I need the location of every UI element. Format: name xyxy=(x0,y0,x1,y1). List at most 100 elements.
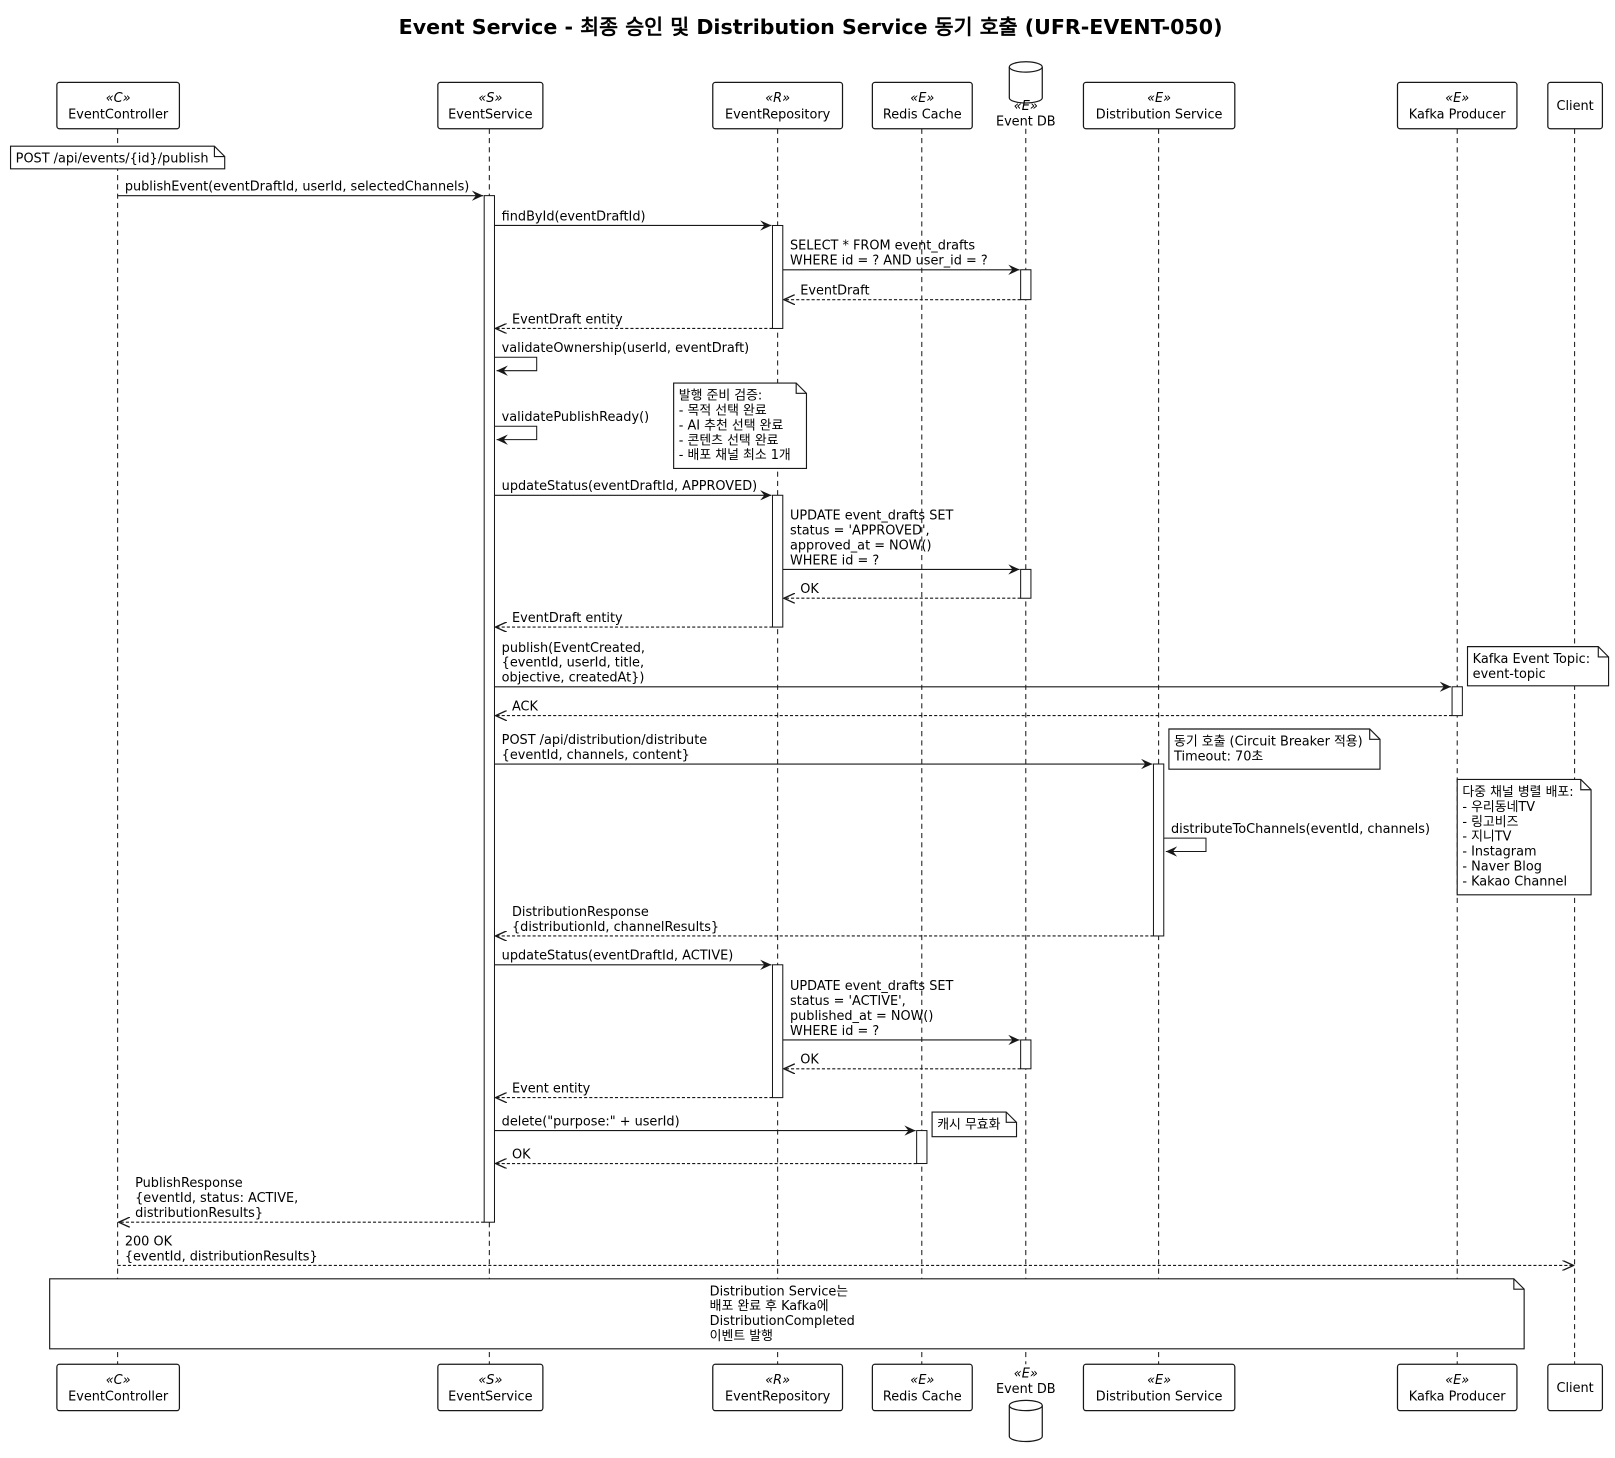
note-text: DistributionCompleted xyxy=(710,1314,855,1329)
participant-eventservice-bottom: «S»EventService xyxy=(437,1363,544,1412)
note-box xyxy=(931,1111,1018,1138)
activation-bar xyxy=(1152,763,1165,937)
message-11: EventDraft entity xyxy=(496,611,773,627)
note-text: Kafka Event Topic: xyxy=(1473,652,1590,667)
database-icon xyxy=(1008,1405,1043,1443)
note-text: 발행 준비 검증: xyxy=(679,388,763,404)
note-text: Distribution Service는 xyxy=(710,1284,849,1299)
note-text: - 목적 선택 완료 xyxy=(679,403,767,418)
message-10: OK xyxy=(784,582,1021,598)
participant-stereotype: «E» xyxy=(1014,1367,1038,1382)
message-label: OK xyxy=(512,1147,531,1162)
message-label: published_at = NOW() xyxy=(790,1009,933,1024)
participant-kafka-producer-bottom: «E»Kafka Producer xyxy=(1396,1363,1518,1412)
message-label: SELECT * FROM event_drafts xyxy=(790,239,975,254)
message-label: OK xyxy=(800,1053,819,1068)
participant-name: EventRepository xyxy=(725,1389,831,1404)
participant-name: EventController xyxy=(68,107,169,122)
participant-name: EventService xyxy=(448,107,532,122)
participant-stereotype: «E» xyxy=(1445,91,1469,106)
self-message-arrow xyxy=(494,356,538,376)
participant-stereotype: «C» xyxy=(106,91,131,106)
participant-client-bottom: Client xyxy=(1547,1363,1604,1412)
participant-name: Redis Cache xyxy=(883,1389,962,1404)
participant-name: EventController xyxy=(68,1389,169,1404)
activation-bar xyxy=(916,1130,928,1165)
participant-eventrepository-bottom: «R»EventRepository xyxy=(712,1363,844,1412)
activation-bar xyxy=(771,964,784,1099)
participant-name: Client xyxy=(1556,99,1593,114)
participant-name: Kafka Producer xyxy=(1409,1389,1506,1404)
note-box xyxy=(673,382,808,470)
activation-bar xyxy=(771,224,784,329)
message-label: validateOwnership(userId, eventDraft) xyxy=(502,341,749,356)
message-label: DistributionResponse xyxy=(512,905,649,920)
participant-stereotype: «E» xyxy=(910,1373,934,1388)
message-label: status = 'APPROVED', xyxy=(790,523,930,538)
message-23: PublishResponse{eventId, status: ACTIVE,… xyxy=(119,1176,485,1222)
message-label: updateStatus(eventDraftId, ACTIVE) xyxy=(502,949,734,964)
message-label: WHERE id = ? xyxy=(790,1024,879,1039)
participant-redis-cache-bottom: «E»Redis Cache xyxy=(871,1363,973,1412)
message-label: WHERE id = ? AND user_id = ? xyxy=(790,254,988,269)
note-text: - Kakao Channel xyxy=(1462,875,1567,890)
message-label: findById(eventDraftId) xyxy=(502,209,646,224)
participant-name: Event DB xyxy=(996,1382,1056,1397)
message-label: OK xyxy=(800,582,819,597)
message-label: ACK xyxy=(512,699,539,714)
note-text: - Instagram xyxy=(1462,845,1536,860)
message-21: delete("purpose:" + userId) xyxy=(494,1114,916,1136)
message-label: UPDATE event_drafts SET xyxy=(790,979,954,994)
message-12: publish(EventCreated,{eventId, userId, t… xyxy=(494,641,1452,692)
participant-client-top: Client xyxy=(1547,81,1604,130)
participant-box xyxy=(1396,1363,1518,1412)
participant-stereotype: «E» xyxy=(1014,99,1038,114)
message-label: publishEvent(eventDraftId, userId, selec… xyxy=(125,179,469,194)
participant-stereotype: «E» xyxy=(1445,1373,1469,1388)
note-text: POST /api/events/{id}/publish xyxy=(16,152,209,167)
note-corner xyxy=(1005,1112,1017,1123)
participant-distribution-service-top: «E»Distribution Service xyxy=(1082,81,1236,130)
note-box xyxy=(49,1278,1525,1350)
message-label: publish(EventCreated, xyxy=(502,641,645,656)
participant-stereotype: «R» xyxy=(765,91,790,106)
participant-name: Redis Cache xyxy=(883,107,962,122)
message-1: publishEvent(eventDraftId, userId, selec… xyxy=(117,179,484,201)
note-4: 동기 호출 (Circuit Breaker 적용)Timeout: 70초 xyxy=(1168,728,1381,770)
participant-stereotype: «S» xyxy=(478,91,502,106)
self-message-arrow xyxy=(1163,837,1207,857)
message-label: updateStatus(eventDraftId, APPROVED) xyxy=(502,479,757,494)
participant-kafka-producer-top: «E»Kafka Producer xyxy=(1396,81,1518,130)
note-text: - Naver Blog xyxy=(1462,860,1542,875)
message-5: EventDraft entity xyxy=(496,312,773,328)
participant-stereotype: «C» xyxy=(106,1373,131,1388)
note-text: - 우리동네TV xyxy=(1462,800,1535,815)
note-text: - 지니TV xyxy=(1462,830,1511,845)
message-label: UPDATE event_drafts SET xyxy=(790,508,954,523)
message-label: distributionResults} xyxy=(135,1206,263,1221)
note-text: - AI 추천 선택 완료 xyxy=(679,418,784,433)
note-text: - 콘텐츠 선택 완료 xyxy=(679,433,779,448)
note-corner xyxy=(1597,646,1609,658)
note-text: - 링고비즈 xyxy=(1462,815,1518,830)
message-14: POST /api/distribution/distribute{eventI… xyxy=(494,733,1153,770)
message-label: EventDraft entity xyxy=(512,312,623,327)
database-icon xyxy=(1008,66,1043,104)
participant-redis-cache-top: «E»Redis Cache xyxy=(871,81,973,130)
participant-box xyxy=(56,1363,181,1412)
message-19: OK xyxy=(784,1053,1021,1069)
message-label: {eventId, channels, content} xyxy=(502,748,690,763)
note-text: 이벤트 발행 xyxy=(710,1328,773,1344)
note-2: 발행 준비 검증:- 목적 선택 완료- AI 추천 선택 완료- 콘텐츠 선택… xyxy=(673,382,808,470)
message-label: status = 'ACTIVE', xyxy=(790,994,906,1009)
participant-stereotype: «E» xyxy=(1147,91,1171,106)
note-corner xyxy=(1580,779,1592,791)
note-text: - 배포 채널 최소 1개 xyxy=(679,448,791,463)
message-4: EventDraft xyxy=(784,283,1021,299)
message-17: updateStatus(eventDraftId, ACTIVE) xyxy=(494,949,772,970)
message-label: distributeToChannels(eventId, channels) xyxy=(1171,822,1430,837)
message-label: 200 OK xyxy=(125,1234,173,1249)
